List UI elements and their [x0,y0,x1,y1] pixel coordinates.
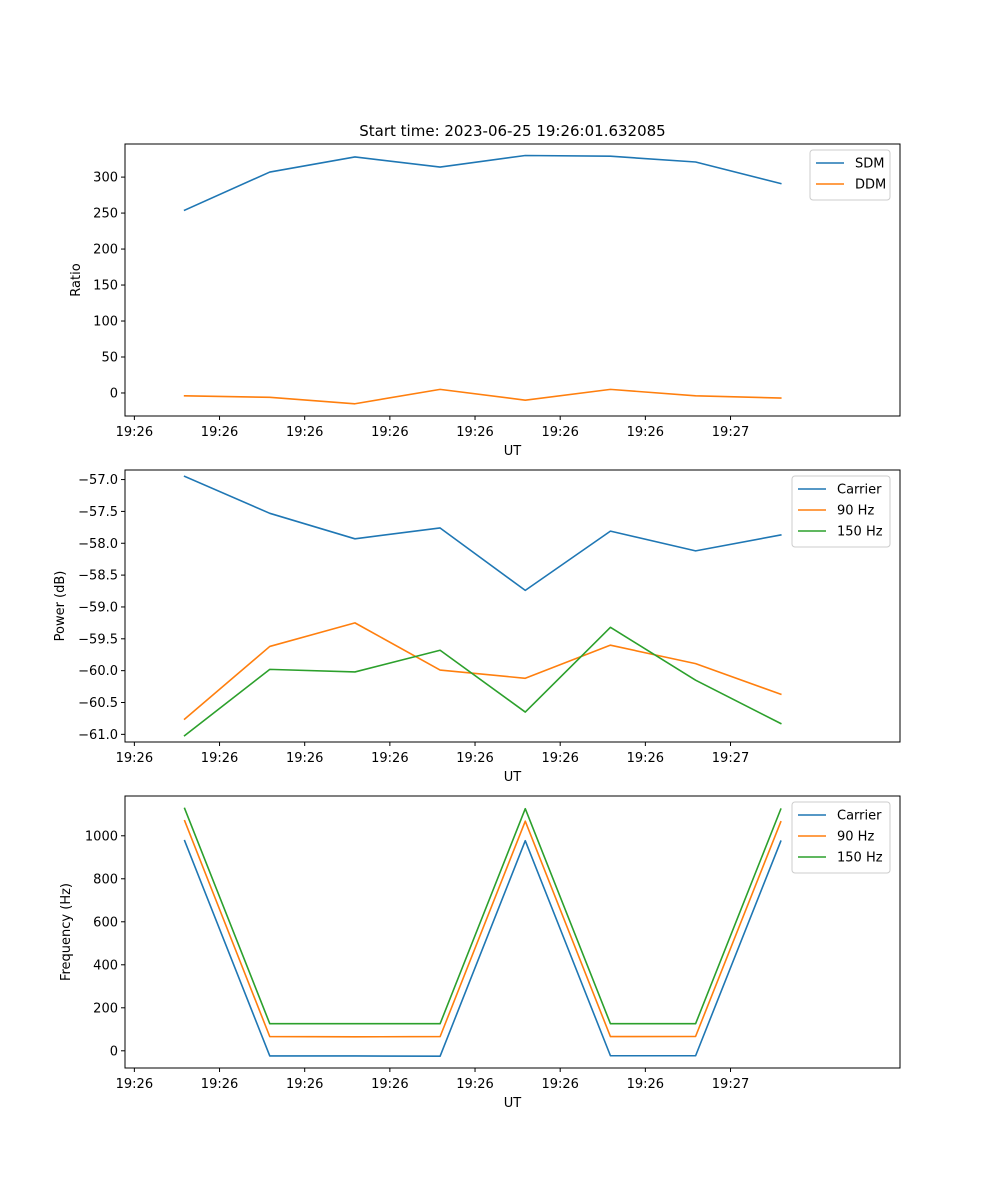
y-tick-label: −57.5 [78,505,118,520]
chart-panel-2: −57.0 −57.5 −58.0 −58.5 −59.0 −59.5 −60.0 −60.5… [53,469,901,785]
legend-label: 150 Hz [837,851,883,866]
y-tick-label: −61.0 [78,728,118,743]
y-tick-label: −60.0 [78,664,118,679]
y-tick-label: 200 [93,243,118,258]
y-tick-label: 800 [93,872,118,887]
y-tick-label: −60.5 [78,696,118,711]
series-line-3-3 [183,807,782,1025]
y-axis-label: Frequency (Hz) [59,883,74,981]
x-tick-label: 19:26 [116,751,153,766]
legend-box [791,475,891,548]
figure-title: Start time: 2023-06-25 19:26:01.632085 [359,122,665,140]
x-axis-label: UT [504,770,522,785]
series-line-1-1 [183,154,782,212]
panels: 0 50 100 150 200 250 300 19:26 19:26 19:26 19:26 19… [53,143,901,1111]
x-tick-label: 19:26 [541,1077,578,1092]
x-tick-label: 19:26 [201,425,238,440]
y-axis-label: Power (dB) [53,571,68,642]
legend-label: 150 Hz [837,525,883,540]
x-tick-label: 19:26 [456,425,493,440]
x-tick-label: 19:26 [201,1077,238,1092]
legend-label: 90 Hz [837,504,874,519]
x-axis-label: UT [504,1096,522,1111]
series-line-2-3 [183,626,782,737]
x-axis-label: UT [504,444,522,459]
x-tick-label: 19:26 [286,1077,323,1092]
y-tick-label: −57.0 [78,473,118,488]
x-tick-label: 19:27 [712,751,749,766]
axes-frame [124,469,901,743]
y-tick-label: 1000 [85,829,118,844]
series-line-1-2 [183,388,782,405]
x-tick-label: 19:26 [116,425,153,440]
x-tick-label: 19:26 [541,425,578,440]
x-tick-label: 19:26 [541,751,578,766]
y-tick-label: −58.0 [78,537,118,552]
y-tick-label: 400 [93,958,118,973]
chart-panel-1: 0 50 100 150 200 250 300 19:26 19:26 19:26 19:26 19… [69,143,901,459]
y-tick-label: 50 [101,350,118,365]
y-tick-label: −59.5 [78,632,118,647]
series-line-3-1 [183,839,782,1057]
axes-frame [124,143,901,417]
y-tick-label: 150 [93,279,118,294]
x-tick-label: 19:26 [371,1077,408,1092]
x-tick-label: 19:26 [627,751,664,766]
series-line-2-2 [183,622,782,721]
legend-label: SDM [855,157,884,172]
legend-label: DDM [855,178,886,193]
x-tick-label: 19:26 [116,1077,153,1092]
x-tick-label: 19:27 [712,1077,749,1092]
legend-label: Carrier [837,809,882,824]
series-line-3-2 [183,819,782,1038]
x-tick-label: 19:26 [371,425,408,440]
x-tick-label: 19:26 [627,425,664,440]
legend-label: 90 Hz [837,830,874,845]
y-tick-label: −59.0 [78,600,118,615]
y-tick-label: 300 [93,171,118,186]
legend-label: Carrier [837,483,882,498]
x-tick-label: 19:26 [286,751,323,766]
x-tick-label: 19:26 [371,751,408,766]
series-line-2-1 [183,475,782,592]
y-tick-label: 100 [93,315,118,330]
y-tick-label: 600 [93,915,118,930]
chart-panel-3: 0 200 400 600 800 1000 19:26 19:26 19:26 19:26 19:… [59,795,901,1111]
x-tick-label: 19:26 [456,751,493,766]
x-tick-label: 19:26 [456,1077,493,1092]
legend-box [791,801,891,874]
y-tick-label: 0 [110,1044,118,1059]
y-axis-label: Ratio [69,263,84,296]
x-tick-label: 19:26 [627,1077,664,1092]
x-tick-label: 19:27 [712,425,749,440]
y-tick-label: 200 [93,1001,118,1016]
axes-frame [124,795,901,1069]
x-tick-label: 19:26 [286,425,323,440]
y-tick-label: 0 [110,386,118,401]
y-tick-label: 250 [93,207,118,222]
y-tick-label: −58.5 [78,569,118,584]
x-tick-label: 19:26 [201,751,238,766]
